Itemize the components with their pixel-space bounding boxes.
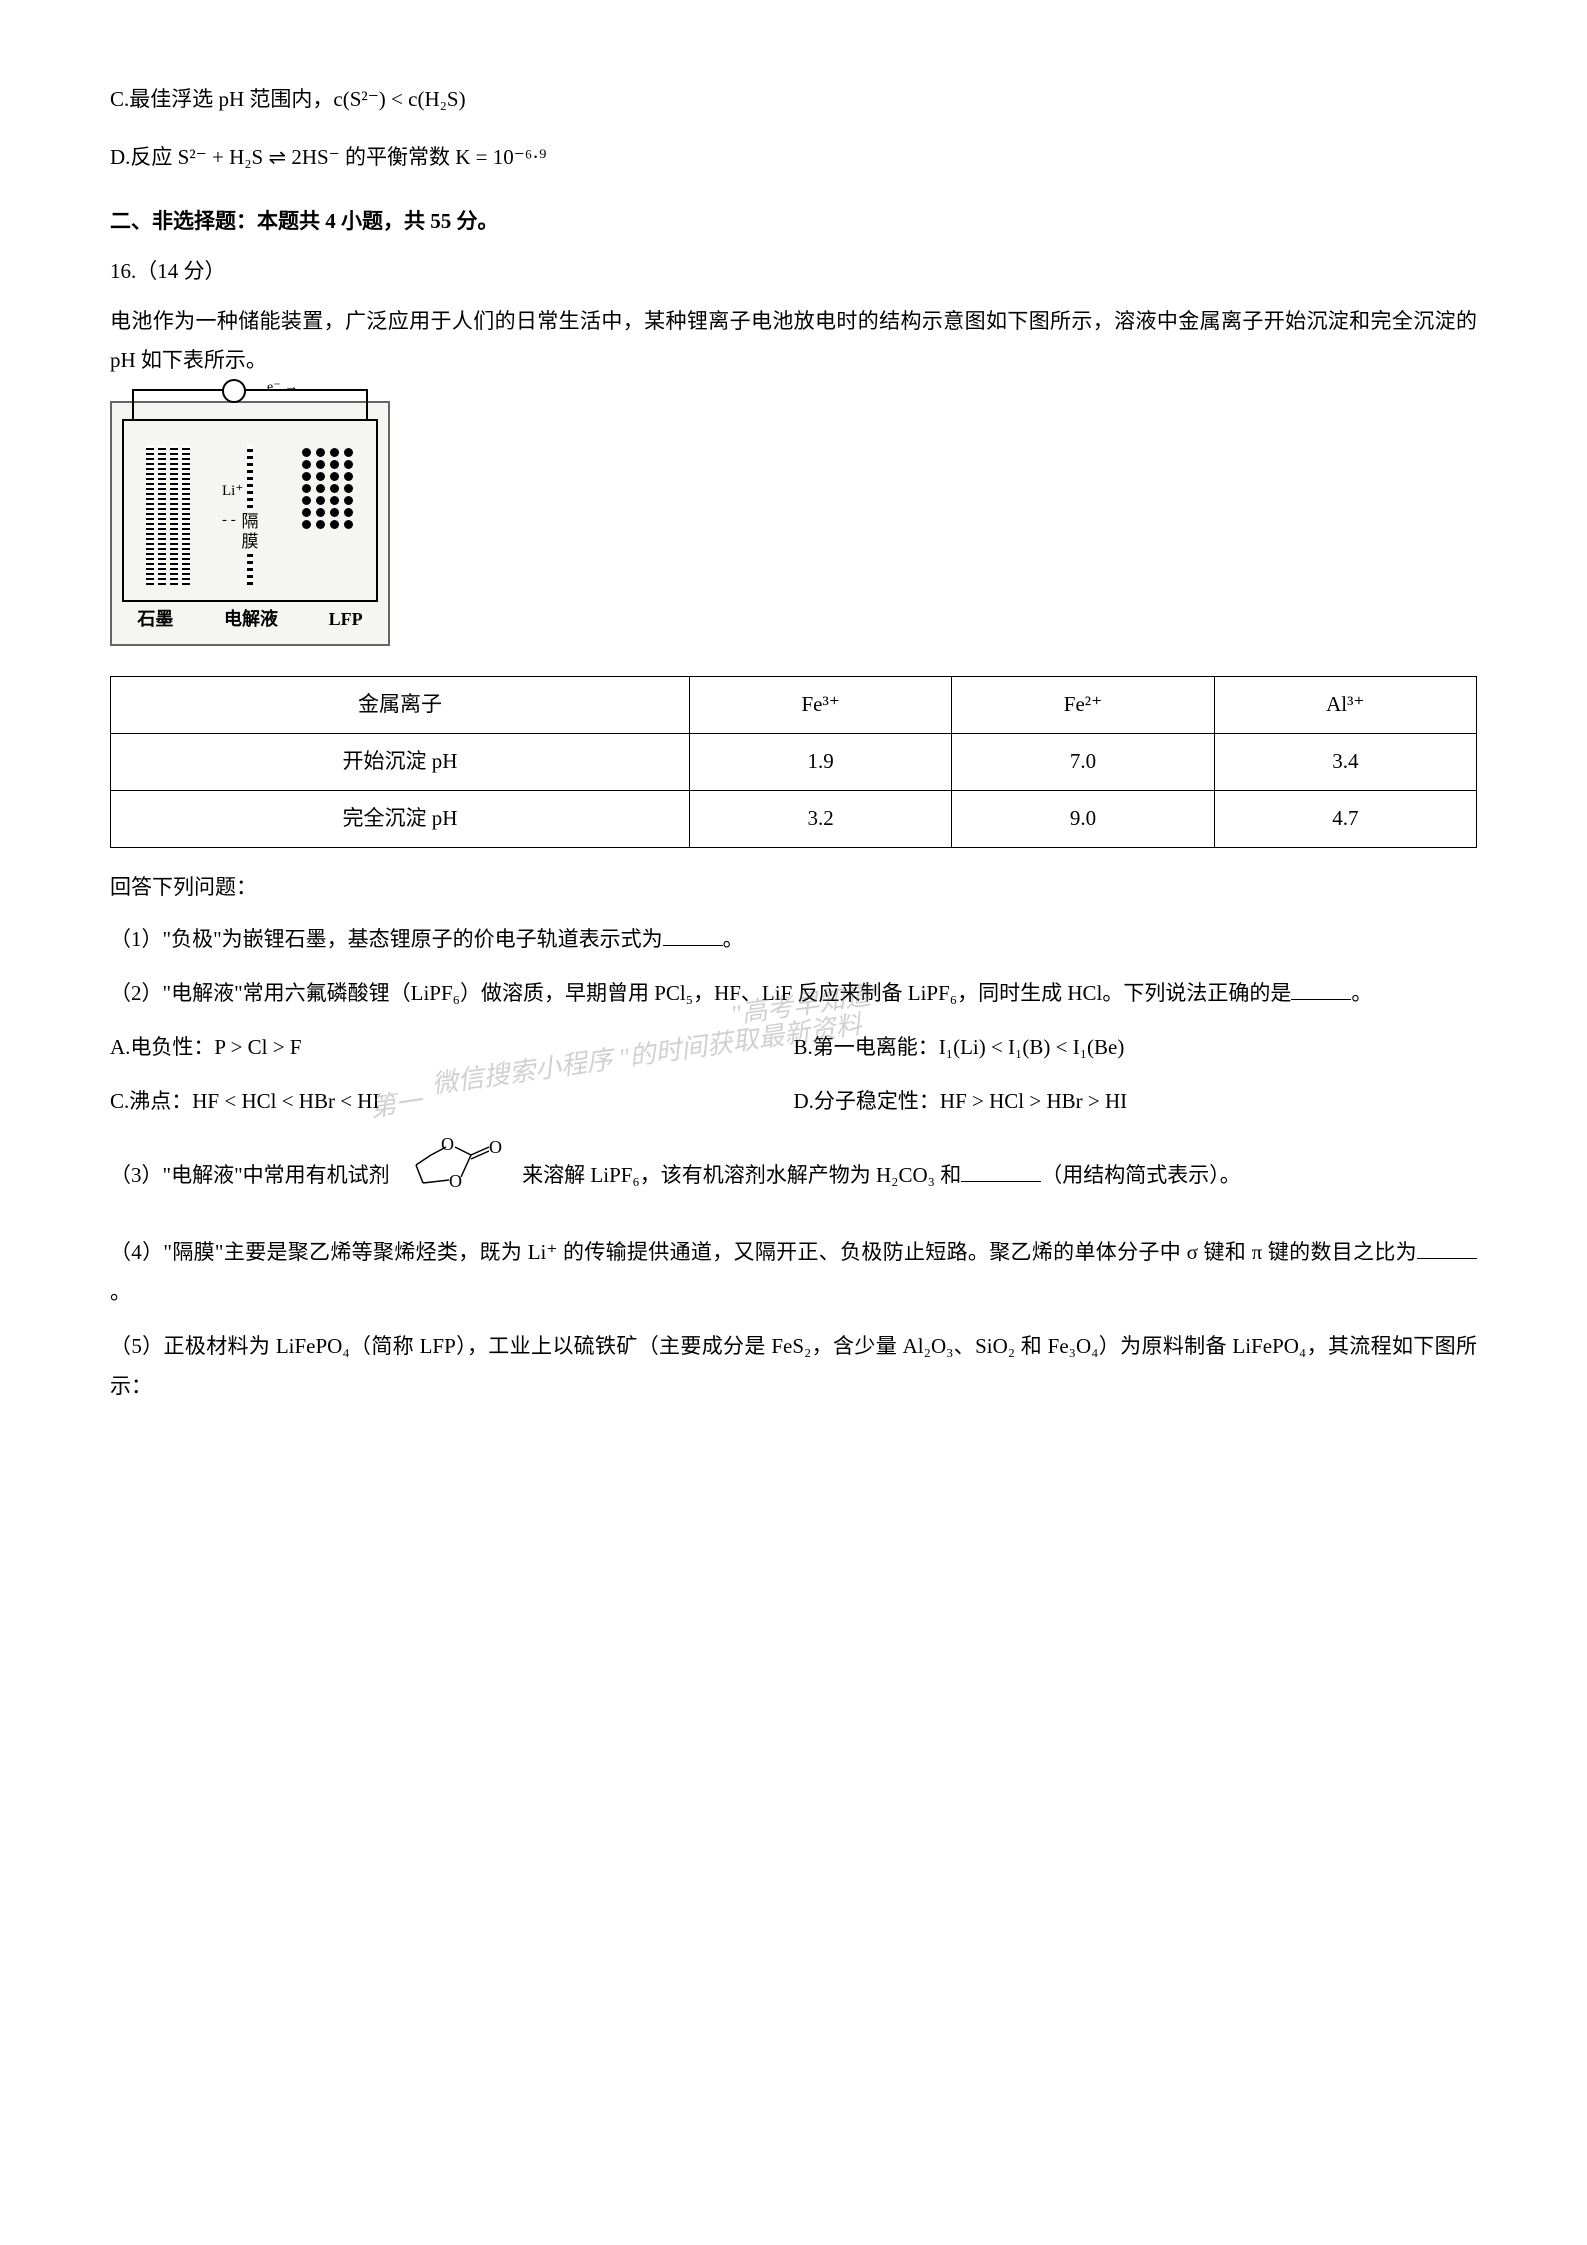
graphite-label: 石墨: [137, 602, 173, 636]
option-a: A.电负性：P > Cl > F: [110, 1028, 794, 1068]
section-header: 二、非选择题：本题共 4 小题，共 55 分。: [110, 202, 1477, 242]
wire-left: [132, 389, 134, 419]
sub-question-1: （1）"负极"为嵌锂石墨，基态锂原子的价电子轨道表示式为。: [110, 920, 1477, 960]
table-header-fe2: Fe²⁺: [952, 677, 1214, 734]
cell: 3.4: [1214, 734, 1476, 791]
table-header-row: 金属离子 Fe³⁺ Fe²⁺ Al³⁺: [111, 677, 1477, 734]
svg-text:O: O: [441, 1135, 454, 1154]
svg-text:O: O: [449, 1171, 462, 1191]
electrolyte-label: 电解液: [224, 602, 278, 636]
table-row: 开始沉淀 pH 1.9 7.0 3.4: [111, 734, 1477, 791]
question-intro: 电池作为一种储能装置，广泛应用于人们的日常生活中，某种锂离子电池放电时的结构示意…: [110, 302, 1477, 382]
table-header-ion: 金属离子: [111, 677, 690, 734]
sub-question-3: （3）"电解液"中常用有机试剂 O O O 来溶解 LiPF₆，该有机溶剂水解产…: [110, 1135, 1477, 1219]
question-number: 16.（14 分）: [110, 252, 1477, 292]
row-label: 开始沉淀 pH: [111, 734, 690, 791]
option-b: B.第一电离能：I₁(Li) < I₁(B) < I₁(Be): [794, 1028, 1478, 1068]
cell: 9.0: [952, 791, 1214, 848]
bulb-icon: [222, 379, 246, 403]
table-row: 完全沉淀 pH 3.2 9.0 4.7: [111, 791, 1477, 848]
table-header-al3: Al³⁺: [1214, 677, 1476, 734]
diagram-bottom-labels: 石墨 电解液 LFP: [112, 602, 388, 636]
option-d2: D.分子稳定性：HF > HCl > HBr > HI: [794, 1082, 1478, 1122]
blank-input[interactable]: [1291, 978, 1351, 1000]
cell: 1.9: [690, 734, 952, 791]
table-header-fe3: Fe³⁺: [690, 677, 952, 734]
cell: 7.0: [952, 734, 1214, 791]
electron-arrow-label: e⁻ →: [267, 375, 298, 402]
sub-question-2: （2）"电解液"常用六氟磷酸锂（LiPF₆）做溶质，早期曾用 PCl₅，HF、L…: [110, 974, 1477, 1014]
cell-box: Li⁺- - → 隔膜: [122, 419, 378, 602]
membrane-label: 隔膜: [240, 512, 261, 553]
lfp-electrode: [302, 445, 354, 585]
battery-diagram: e⁻ → Li⁺- - → 隔膜 石墨 电解液 LFP: [110, 401, 390, 646]
wire-top: [132, 389, 368, 391]
blank-input[interactable]: [1417, 1237, 1477, 1259]
answer-prompt: 回答下列问题：: [110, 868, 1477, 908]
sub-question-4: （4）"隔膜"主要是聚乙烯等聚烯烃类，既为 Li⁺ 的传输提供通道，又隔开正、负…: [110, 1233, 1477, 1313]
option-c2: C.沸点：HF < HCl < HBr < HI: [110, 1082, 794, 1122]
ethylene-carbonate-structure: O O O: [401, 1135, 511, 1219]
row-label: 完全沉淀 pH: [111, 791, 690, 848]
graphite-electrode: [146, 445, 198, 585]
blank-input[interactable]: [961, 1160, 1041, 1182]
sub-question-5: （5）正极材料为 LiFePO₄（简称 LFP），工业上以硫铁矿（主要成分是 F…: [110, 1327, 1477, 1407]
q2-options-row2: C.沸点：HF < HCl < HBr < HI D.分子稳定性：HF > HC…: [110, 1082, 1477, 1122]
battery-diagram-container: e⁻ → Li⁺- - → 隔膜 石墨 电解液 LFP: [110, 401, 1477, 646]
svg-text:O: O: [489, 1137, 502, 1157]
wire-right: [366, 389, 368, 419]
cell: 3.2: [690, 791, 952, 848]
blank-input[interactable]: [663, 924, 723, 946]
option-c: C.最佳浮选 pH 范围内，c(S²⁻) < c(H₂S): [110, 80, 1477, 120]
ph-table: 金属离子 Fe³⁺ Fe²⁺ Al³⁺ 开始沉淀 pH 1.9 7.0 3.4 …: [110, 676, 1477, 848]
cell: 4.7: [1214, 791, 1476, 848]
q2-options-row1: A.电负性：P > Cl > F B.第一电离能：I₁(Li) < I₁(B) …: [110, 1028, 1477, 1068]
option-d: D.反应 S²⁻ + H₂S ⇌ 2HS⁻ 的平衡常数 K = 10⁻⁶·⁹: [110, 138, 1477, 178]
lfp-label: LFP: [329, 602, 363, 636]
